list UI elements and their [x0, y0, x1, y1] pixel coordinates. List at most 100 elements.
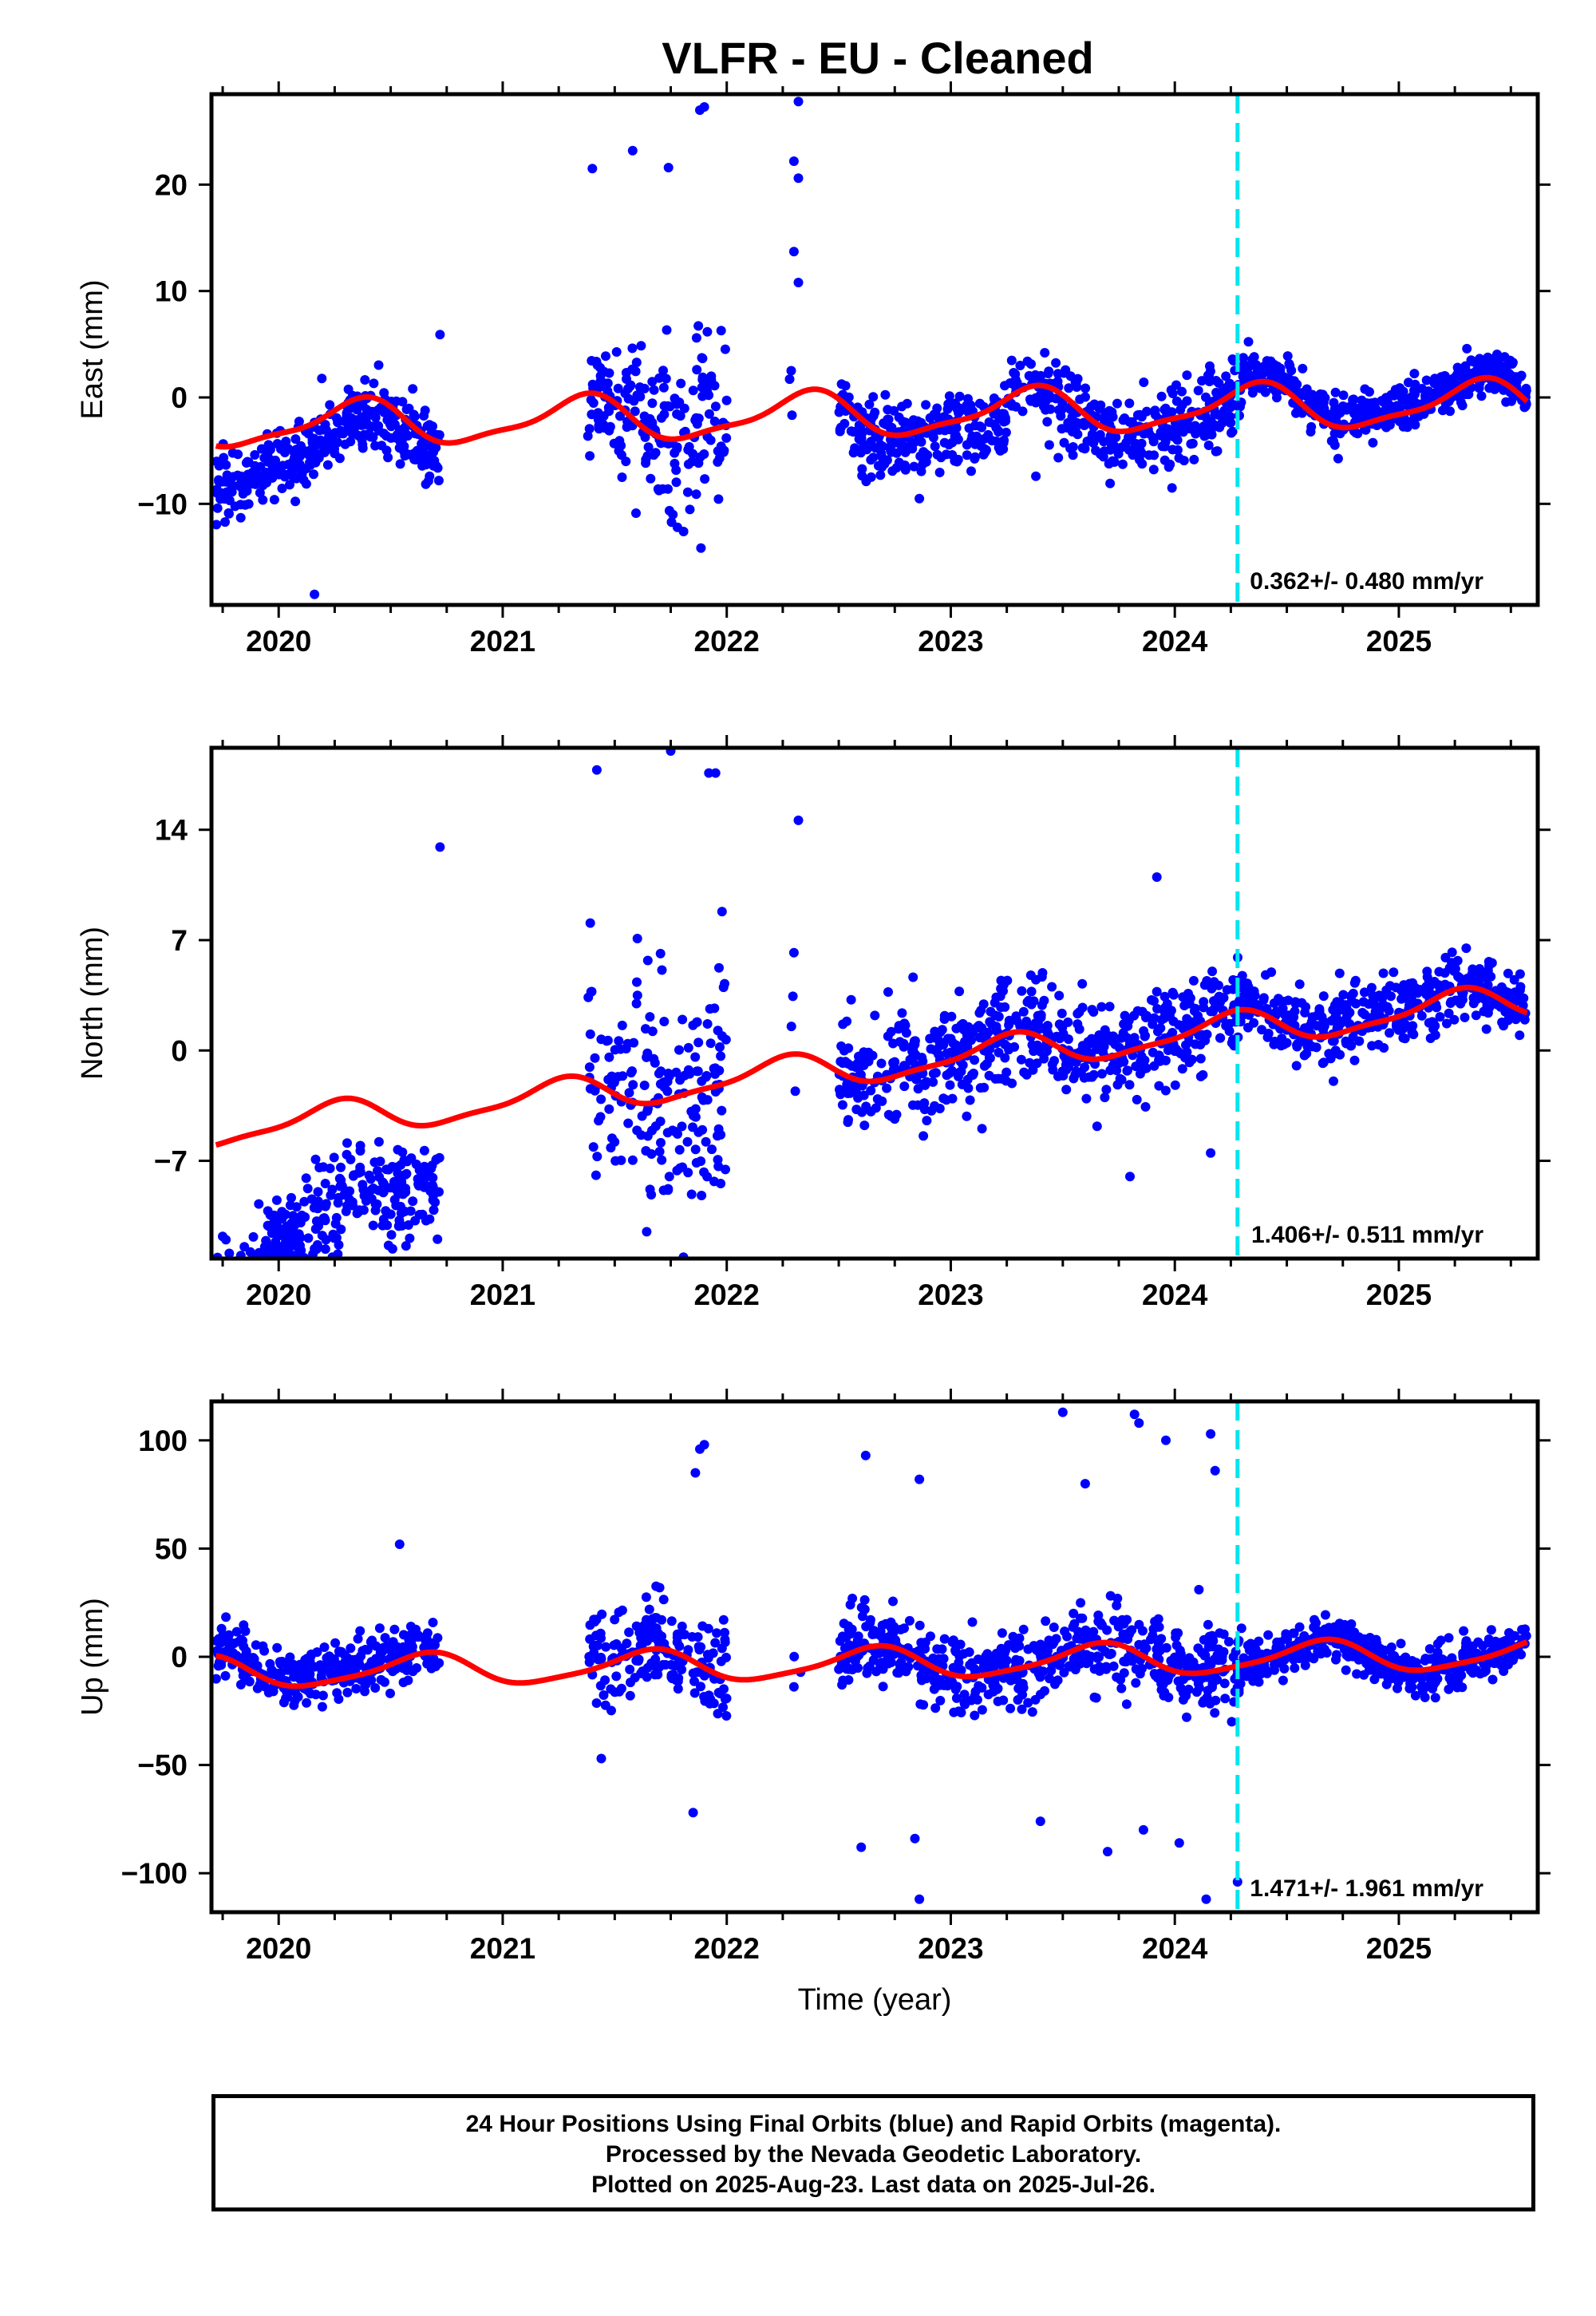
data-point	[720, 978, 729, 989]
data-point	[1001, 427, 1011, 437]
data-point	[993, 1683, 1003, 1694]
data-point	[639, 1081, 650, 1090]
data-point	[673, 1684, 683, 1694]
data-point	[274, 1231, 284, 1241]
data-point	[258, 495, 268, 505]
data-point	[692, 419, 702, 429]
data-point	[878, 441, 887, 452]
outlier-point	[1210, 1465, 1220, 1476]
data-point	[233, 449, 243, 460]
data-point	[1299, 1050, 1310, 1061]
x-tick-label: 2020	[246, 625, 311, 658]
data-point	[636, 1668, 646, 1678]
data-point	[213, 1296, 223, 1306]
x-tick-label: 2021	[470, 625, 535, 658]
data-point	[1389, 390, 1399, 401]
data-points-east	[211, 97, 1531, 599]
data-point	[1330, 387, 1341, 397]
data-point	[891, 463, 902, 473]
data-point	[1288, 1628, 1298, 1638]
data-point	[1331, 1650, 1341, 1660]
data-point	[286, 1218, 297, 1228]
data-point	[1256, 370, 1266, 381]
data-point	[1182, 396, 1192, 406]
data-point	[221, 1612, 231, 1622]
data-point	[1339, 401, 1349, 412]
data-point	[1139, 377, 1149, 387]
data-point	[224, 508, 234, 519]
data-point	[1487, 367, 1497, 377]
data-point	[355, 1146, 365, 1156]
data-point	[1211, 1695, 1221, 1705]
data-point	[1238, 353, 1248, 363]
data-point	[1022, 997, 1033, 1007]
data-point	[420, 405, 430, 416]
data-point	[864, 399, 875, 409]
data-point	[217, 1291, 227, 1301]
data-point	[720, 1637, 730, 1647]
outlier-point	[435, 842, 445, 852]
data-point	[685, 1069, 695, 1079]
outlier-point	[793, 173, 804, 184]
data-point	[1329, 397, 1339, 408]
y-axis-title: East (mm)	[76, 279, 109, 419]
data-point	[1059, 437, 1069, 448]
data-point	[219, 453, 229, 463]
data-point	[1400, 414, 1410, 425]
data-point	[962, 440, 972, 450]
data-point	[1226, 417, 1236, 428]
data-point	[341, 1206, 351, 1216]
data-point	[625, 1690, 635, 1701]
data-point	[434, 1658, 444, 1668]
data-point	[674, 1144, 685, 1155]
data-point	[1191, 425, 1202, 435]
data-point	[720, 1694, 730, 1704]
data-point	[657, 965, 667, 975]
data-point	[876, 1058, 887, 1069]
data-point	[1378, 968, 1389, 978]
data-point	[240, 1262, 250, 1271]
data-point	[978, 1661, 989, 1671]
data-point	[408, 1666, 418, 1677]
data-point	[1049, 1622, 1059, 1632]
data-point	[356, 414, 366, 425]
data-point	[713, 1155, 723, 1165]
data-point	[1209, 977, 1219, 987]
data-point	[609, 438, 619, 449]
data-point	[596, 1094, 606, 1105]
data-point	[1092, 1651, 1103, 1662]
data-point	[224, 1248, 235, 1259]
data-point	[930, 441, 940, 452]
data-point	[1135, 455, 1144, 465]
data-point	[297, 1210, 307, 1220]
data-point	[373, 360, 384, 370]
data-point	[1214, 1644, 1224, 1654]
data-point	[1007, 1078, 1017, 1089]
data-point	[393, 1144, 403, 1155]
data-point	[1156, 430, 1166, 441]
data-point	[683, 445, 693, 455]
data-point	[1161, 1642, 1171, 1653]
data-point	[636, 1130, 646, 1140]
data-point	[1220, 1694, 1231, 1704]
outlier-point	[793, 278, 804, 287]
data-point	[1008, 1631, 1018, 1642]
data-point	[213, 1280, 223, 1290]
data-point	[634, 1656, 643, 1666]
data-point	[1099, 1041, 1109, 1052]
data-point	[1082, 437, 1092, 446]
data-point	[1398, 1033, 1408, 1043]
data-point	[1243, 337, 1254, 347]
data-point	[934, 1104, 945, 1113]
data-point	[1156, 1634, 1167, 1644]
data-point	[716, 1656, 726, 1666]
data-point	[1071, 377, 1081, 388]
data-point	[1311, 1042, 1321, 1053]
data-point	[1187, 1054, 1197, 1065]
data-point	[721, 395, 732, 405]
data-point	[1105, 478, 1116, 488]
data-point	[583, 431, 593, 441]
y-tick-label: 14	[155, 814, 188, 847]
data-point	[405, 1233, 415, 1243]
data-point	[379, 388, 389, 398]
